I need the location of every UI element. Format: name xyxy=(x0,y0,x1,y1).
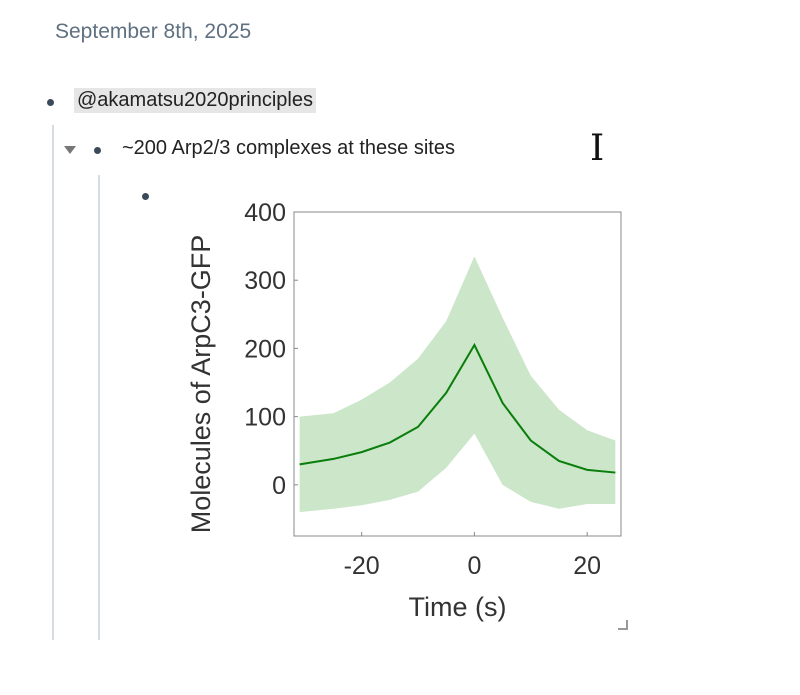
x-tick-label: 20 xyxy=(573,552,601,580)
y-tick-label: 0 xyxy=(272,472,286,500)
y-tick-label: 300 xyxy=(244,267,286,295)
y-tick-label: 200 xyxy=(244,335,286,363)
bullet[interactable] xyxy=(94,147,101,154)
confidence-band xyxy=(299,256,616,513)
plot-frame xyxy=(293,211,622,537)
text-cursor-icon: I xyxy=(590,128,605,169)
block-text[interactable]: ~200 Arp2/3 complexes at these sites xyxy=(122,137,455,159)
y-tick-label: 400 xyxy=(244,199,286,227)
block-guide-line xyxy=(98,175,100,640)
bullet[interactable] xyxy=(47,99,54,106)
journal-date[interactable]: September 8th, 2025 xyxy=(55,20,252,43)
x-axis-label: Time (s) xyxy=(409,592,507,622)
mean-line xyxy=(299,342,616,474)
x-tick-label: 0 xyxy=(467,552,481,580)
bullet[interactable] xyxy=(142,193,149,200)
y-tick-label: 100 xyxy=(244,404,286,432)
y-axis-label: Molecules of ArpC3-GFP xyxy=(186,235,216,534)
chart-image: 0 100 200 300 400 -20 0 20 Time (s) Molecules of … xyxy=(186,199,622,622)
resize-handle[interactable] xyxy=(618,620,628,630)
block-guide-line xyxy=(52,125,54,640)
x-tick-label: -20 xyxy=(344,552,380,580)
page-reference[interactable]: @akamatsu2020principles xyxy=(74,88,316,113)
collapse-arrow-icon[interactable] xyxy=(64,146,76,154)
